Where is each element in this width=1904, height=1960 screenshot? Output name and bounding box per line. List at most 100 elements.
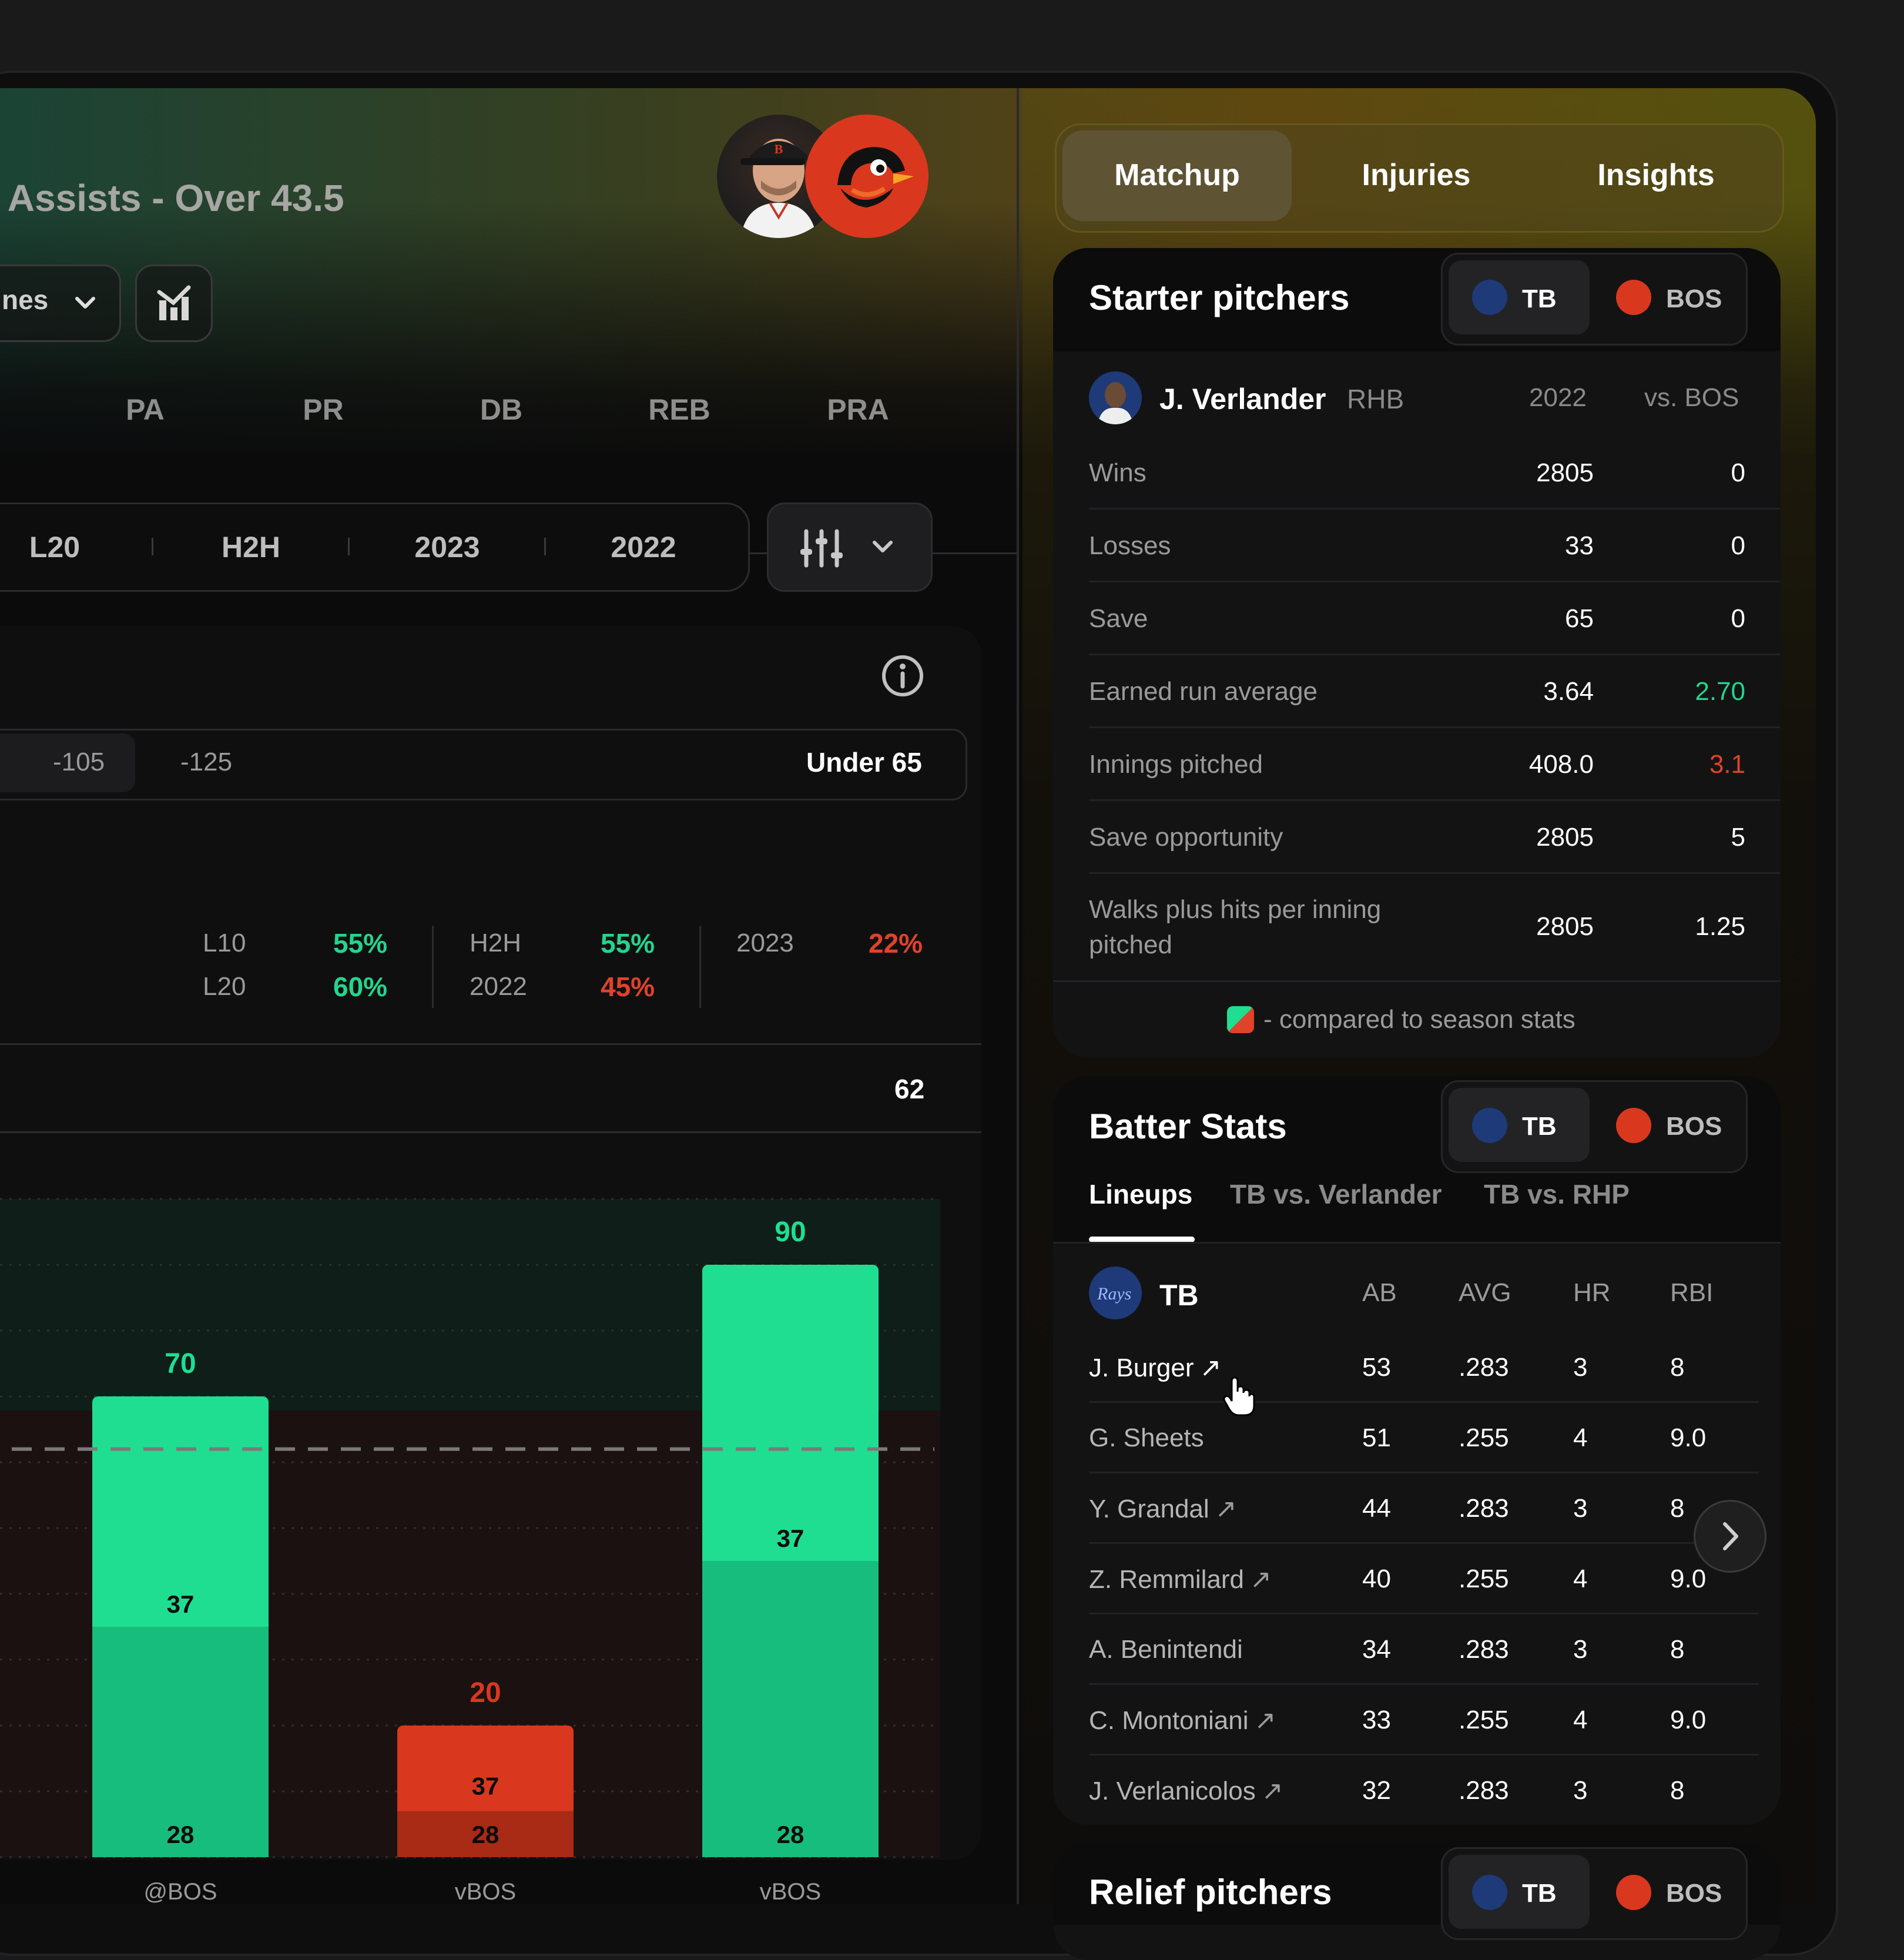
table-cell: 9.0 — [1670, 1706, 1707, 1734]
bar-segment — [397, 1811, 574, 1857]
team-toggle-bos[interactable]: BOS — [1666, 1879, 1722, 1908]
player-name-link[interactable]: J. Burger ↗ — [1089, 1353, 1222, 1382]
stat-label: Save — [1089, 604, 1148, 633]
stat-season-value: 3.64 — [1543, 677, 1594, 706]
filter-dropdown[interactable]: nes — [0, 264, 121, 342]
stat-vs-value: 2.70 — [1695, 677, 1745, 706]
tab-tb-vs-rhp[interactable]: TB vs. RHP — [1484, 1179, 1630, 1209]
player-name-link[interactable]: G. Sheets — [1089, 1423, 1204, 1452]
bar-segment-label: 28 — [167, 1821, 195, 1848]
stat-vs-value: 0 — [1731, 531, 1745, 560]
column-header: vs. BOS — [1644, 383, 1739, 412]
hit-rate-value: 55% — [601, 928, 655, 959]
team-toggle-tb[interactable]: TB — [1522, 284, 1557, 313]
hit-rate-label: 2023 — [736, 929, 794, 957]
table-cell: 4 — [1573, 1423, 1588, 1452]
tab-tb-vs-verlander[interactable]: TB vs. Verlander — [1230, 1179, 1442, 1209]
row-divider — [1089, 1683, 1759, 1685]
tab-underline — [1089, 1237, 1195, 1242]
stat-label: Innings pitched — [1089, 750, 1263, 779]
pitcher-avatar — [1089, 371, 1142, 424]
table-cell: 34 — [1362, 1635, 1391, 1664]
external-link-icon: ↗ — [1199, 1353, 1222, 1382]
player-name-link[interactable]: J. Verlanicolos ↗ — [1089, 1777, 1283, 1805]
orioles-logo-icon — [1616, 1875, 1651, 1910]
info-icon[interactable] — [880, 654, 925, 701]
hit-rate-value: 45% — [601, 971, 655, 1002]
stat-vs-value: 1.25 — [1695, 912, 1745, 941]
table-cell: 33 — [1362, 1706, 1391, 1734]
category-label: @BOS — [143, 1879, 217, 1904]
table-cell: 51 — [1362, 1423, 1391, 1452]
tab-insights[interactable]: Insights — [1597, 158, 1715, 192]
table-cell: .283 — [1459, 1635, 1509, 1664]
stat-season-value: 2805 — [1536, 458, 1594, 487]
chevron-down-icon — [873, 541, 893, 552]
bar-segment — [702, 1561, 879, 1857]
stat-label: Wins — [1089, 458, 1147, 487]
tab-pra[interactable]: PRA — [827, 393, 889, 426]
team-toggle-tb[interactable]: TB — [1522, 1879, 1557, 1908]
tab-injuries[interactable]: Injuries — [1362, 158, 1471, 192]
row-divider — [1089, 654, 1780, 655]
tab-db[interactable]: DB — [480, 393, 523, 426]
matchup-avatars: B — [717, 115, 928, 244]
next-page-button[interactable] — [1694, 1500, 1766, 1573]
bar-chart: 70 37 28 @BOS 20 37 28 vBOS 90 37 28 vBOS — [0, 1198, 940, 1904]
category-label: vBOS — [760, 1879, 821, 1904]
bar-total-label: 20 — [470, 1677, 501, 1708]
bar-segment-label: 28 — [777, 1821, 804, 1848]
table-cell: .283 — [1459, 1776, 1509, 1805]
lineup-team-label: TB — [1159, 1279, 1199, 1312]
team-toggle-tb[interactable]: TB — [1522, 1112, 1557, 1141]
starter-pitchers-title: Starter pitchers — [1089, 278, 1350, 317]
divider — [1053, 980, 1781, 982]
hit-rate-label: H2H — [470, 929, 522, 957]
column-header: 2022 — [1529, 383, 1587, 412]
tab-pr[interactable]: PR — [303, 393, 344, 426]
table-cell: 53 — [1362, 1353, 1391, 1382]
table-cell: 32 — [1362, 1776, 1391, 1805]
sliders-icon — [800, 529, 843, 568]
stat-label: Losses — [1089, 531, 1171, 560]
tab-matchup[interactable]: Matchup — [1114, 158, 1240, 192]
row-divider — [1089, 1754, 1759, 1755]
table-cell: 3 — [1573, 1776, 1588, 1805]
bar-total-label: 90 — [775, 1217, 806, 1248]
table-cell: .255 — [1459, 1423, 1509, 1452]
table-cell: 4 — [1573, 1564, 1588, 1593]
team-toggle-bos[interactable]: BOS — [1666, 284, 1722, 313]
range-h2h[interactable]: H2H — [221, 531, 281, 564]
table-cell: 40 — [1362, 1564, 1391, 1593]
bar-segment-label: 28 — [472, 1821, 500, 1848]
advanced-filter-button[interactable] — [767, 502, 933, 592]
external-link-icon: ↗ — [1250, 1565, 1272, 1594]
tab-reb[interactable]: REB — [648, 393, 710, 426]
table-cell: .255 — [1459, 1564, 1509, 1593]
rays-logo-icon — [1472, 1108, 1507, 1143]
chevron-right-icon — [1723, 1522, 1738, 1550]
range-2023[interactable]: 2023 — [414, 531, 480, 564]
rays-logo-icon — [1472, 1875, 1507, 1910]
player-name-link[interactable]: C. Montoniani ↗ — [1089, 1706, 1276, 1735]
tab-lineups[interactable]: Lineups — [1089, 1179, 1193, 1209]
hit-rate-separator — [432, 926, 434, 1008]
player-name-link[interactable]: Z. Remmilard ↗ — [1089, 1565, 1272, 1594]
odds-chip[interactable] — [0, 733, 135, 792]
player-name-link[interactable]: Y. Grandal ↗ — [1089, 1495, 1237, 1523]
svg-text:B: B — [775, 142, 783, 156]
team-toggle-bos[interactable]: BOS — [1666, 1112, 1722, 1141]
table-cell: 8 — [1670, 1353, 1685, 1382]
rays-logo-icon — [1472, 280, 1507, 315]
player-name-link[interactable]: A. Benintendi — [1089, 1635, 1243, 1664]
range-l20[interactable]: L20 — [29, 531, 81, 564]
relief-pitchers-title: Relief pitchers — [1089, 1872, 1332, 1912]
hit-rate-separator — [699, 926, 701, 1008]
range-2022[interactable]: 2022 — [611, 531, 676, 564]
odds-value[interactable]: -125 — [180, 748, 233, 776]
chevron-down-icon — [72, 290, 98, 319]
chart-toggle-button[interactable] — [135, 264, 213, 342]
tab-pa[interactable]: PA — [126, 393, 165, 426]
team-toggle-active — [1449, 1088, 1590, 1162]
divider — [1053, 1242, 1781, 1244]
